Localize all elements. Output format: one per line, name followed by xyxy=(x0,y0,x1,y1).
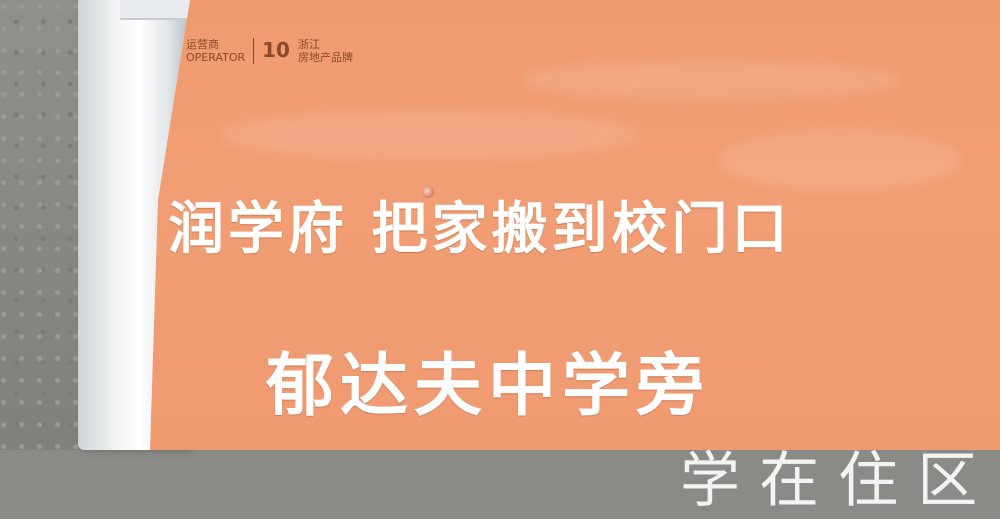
banner-bottom-text: 学 在 住 区 xyxy=(680,446,978,516)
banner-subline: 郁达夫中学旁 xyxy=(266,347,711,426)
brand-tagline: 房地产品牌 xyxy=(297,51,353,64)
banner-headline: 润学府 把家搬到校门口 xyxy=(168,196,792,262)
brand-number: 10 xyxy=(262,38,290,62)
banner-sheen xyxy=(220,110,640,160)
orange-banner xyxy=(150,0,1000,450)
pushpin-icon xyxy=(422,186,434,198)
brand-operator-cn: 运营商 xyxy=(186,38,219,51)
banner-sheen xyxy=(520,60,900,100)
brand-divider xyxy=(253,38,255,64)
brand-operator-en: OPERATOR xyxy=(186,51,246,64)
banner-sheen xyxy=(720,130,960,190)
brand-logo: 运营商 OPERATOR 10 浙江 房地产品牌 xyxy=(186,38,353,64)
brand-region: 浙江 xyxy=(297,38,320,51)
pipe-rim xyxy=(120,0,190,20)
